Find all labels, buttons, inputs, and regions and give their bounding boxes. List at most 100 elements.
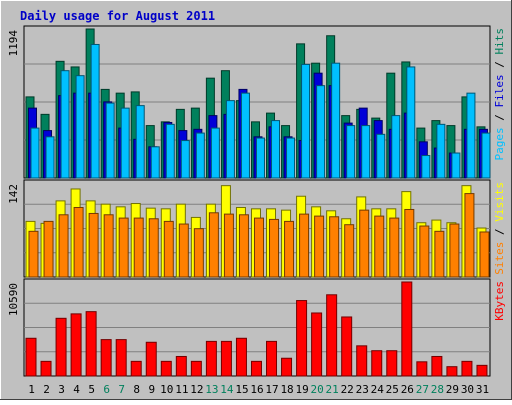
x-tick-label-2: 2: [43, 383, 50, 396]
kbytes-bar-kbytes-15: [235, 337, 247, 377]
hits-files-pages-bar-pages-31: [481, 132, 491, 179]
kbytes-bar-kbytes-18: [281, 357, 293, 377]
x-tick-label-8: 8: [133, 383, 140, 396]
x-tick-label-31: 31: [476, 383, 489, 396]
legend-separator: /: [493, 222, 506, 242]
legend-kbytes: KBytes: [493, 281, 506, 321]
hits-files-pages-bar-pages-30: [466, 92, 476, 179]
x-tick-label-4: 4: [73, 383, 80, 396]
x-tick-label-10: 10: [160, 383, 173, 396]
kbytes-bar-kbytes-14: [220, 340, 232, 377]
visits-sites-bar-sites-5: [88, 212, 99, 278]
hits-files-pages-bar-pages-1: [30, 127, 40, 179]
hits-files-pages-bar-pages-9: [150, 146, 160, 179]
kbytes-legend: KBytes: [493, 281, 506, 321]
hits-files-pages-bar-pages-11: [180, 140, 190, 179]
kbytes-bar-kbytes-13: [205, 340, 217, 377]
x-tick-label-30: 30: [461, 383, 474, 396]
visits-sites-bar-sites-8: [133, 217, 144, 278]
kbytes-bar-kbytes-10: [160, 360, 172, 377]
x-tick-label-22: 22: [341, 383, 354, 396]
x-tick-label-25: 25: [386, 383, 399, 396]
kbytes-bar-kbytes-9: [145, 341, 157, 377]
visits-sites-bar-sites-27: [419, 225, 430, 278]
kbytes-bar-kbytes-19: [296, 300, 308, 377]
hits-files-pages-bar-pages-7: [120, 107, 130, 179]
kbytes-bar-kbytes-26: [401, 281, 413, 377]
kbytes-panel: 10590 KBytes: [7, 278, 506, 377]
hits-files-pages-bar-pages-21: [331, 62, 341, 179]
kbytes-bar-kbytes-24: [371, 350, 383, 377]
x-tick-label-26: 26: [401, 383, 414, 396]
visits-sites-bar-sites-17: [269, 218, 280, 278]
visits-sites-panel: 142 Sites / Visits: [7, 179, 506, 278]
kbytes-bar-kbytes-16: [250, 360, 262, 377]
kbytes-bar-kbytes-25: [386, 350, 398, 377]
hits-files-pages-bar-pages-19: [301, 63, 311, 179]
visits-sites-bar-sites-9: [148, 218, 159, 278]
hits-files-pages-bar-pages-18: [286, 137, 296, 179]
x-tick-label-6: 6: [103, 383, 110, 396]
hits-files-pages-bar-pages-2: [45, 136, 55, 179]
hits-files-pages-bar-pages-12: [195, 132, 205, 179]
visits-sites-bar-sites-16: [253, 217, 264, 278]
x-tick-label-1: 1: [28, 383, 35, 396]
x-tick-label-3: 3: [58, 383, 65, 396]
kbytes-bar-kbytes-17: [266, 340, 278, 377]
x-tick-label-20: 20: [311, 383, 324, 396]
visits-sites-bar-sites-13: [208, 212, 219, 278]
x-tick-label-15: 15: [235, 383, 248, 396]
kbytes-bar-kbytes-11: [175, 355, 187, 377]
kbytes-bar-kbytes-2: [40, 360, 52, 377]
x-tick-label-19: 19: [295, 383, 308, 396]
x-axis-labels: 1 2 3 4 5 6 7 8 9 10 11 12 13 14 15 16 17 18 19 20 21 22 23 24 2…: [28, 383, 489, 396]
hits-files-pages-bar-pages-4: [75, 75, 85, 179]
kbytes-bar-kbytes-5: [85, 311, 97, 377]
plot-area: 1194 Pages / Files / Hits 142 Sites / Visit…: [7, 25, 506, 377]
hits-files-pages-bar-pages-15: [240, 92, 250, 179]
x-tick-label-7: 7: [118, 383, 125, 396]
kbytes-bar-kbytes-27: [416, 361, 428, 377]
x-tick-label-13: 13: [205, 383, 218, 396]
hits-files-pages-bar-pages-28: [436, 123, 446, 179]
x-tick-label-18: 18: [280, 383, 293, 396]
hits-files-pages-bar-pages-10: [165, 123, 175, 179]
hits-files-pages-bar-pages-27: [421, 155, 431, 179]
kbytes-bar-kbytes-7: [115, 339, 127, 377]
visits-sites-bar-sites-6: [103, 214, 114, 278]
visits-sites-bar-sites-28: [434, 230, 445, 278]
kbytes-ymax-label: 10590: [7, 283, 20, 316]
hits-files-pages-bar-pages-8: [135, 105, 145, 179]
hits-files-pages-bar-pages-29: [451, 152, 461, 179]
kbytes-bar-kbytes-23: [356, 345, 368, 377]
legend-pages: Pages: [493, 127, 506, 160]
chart-title: Daily usage for August 2011: [20, 9, 215, 23]
hits-files-pages-bar-pages-13: [210, 127, 220, 179]
hits-files-pages-bar-pages-23: [361, 125, 371, 179]
kbytes-bar-kbytes-4: [70, 313, 82, 377]
kbytes-bar-kbytes-22: [341, 316, 353, 377]
hits-files-pages-bar-pages-24: [376, 133, 386, 179]
hits-files-pages-bar-pages-6: [105, 102, 115, 179]
x-tick-label-9: 9: [148, 383, 155, 396]
visits-sites-bar-sites-31: [479, 231, 490, 278]
x-tick-label-27: 27: [416, 383, 429, 396]
visits-sites-bar-sites-11: [178, 223, 189, 278]
x-tick-label-12: 12: [190, 383, 203, 396]
kbytes-bar-kbytes-31: [476, 364, 488, 377]
legend-separator: /: [493, 55, 506, 75]
visits-sites-bar-sites-25: [389, 217, 400, 278]
visits-sites-bar-sites-22: [344, 224, 355, 278]
visits-sites-ymax-label: 142: [7, 184, 20, 204]
kbytes-bar-kbytes-3: [55, 317, 67, 377]
kbytes-bar-kbytes-12: [190, 360, 202, 377]
legend-separator: /: [493, 108, 506, 128]
hits-files-pages-ymax-label: 1194: [7, 30, 20, 57]
kbytes-bar-kbytes-8: [130, 360, 142, 377]
visits-sites-bar-sites-1: [28, 230, 39, 278]
visits-sites-bar-sites-14: [223, 213, 234, 278]
x-tick-label-24: 24: [371, 383, 385, 396]
visits-sites-bar-sites-29: [449, 223, 460, 278]
